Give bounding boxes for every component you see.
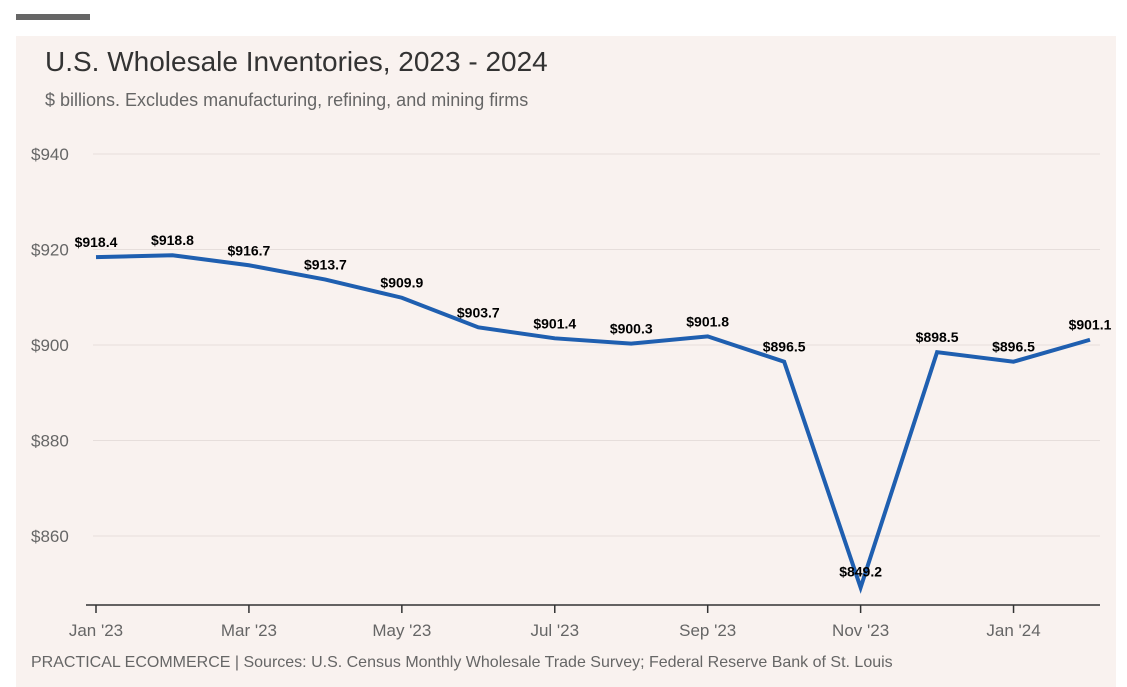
source-note: PRACTICAL ECOMMERCE | Sources: U.S. Cens… — [31, 654, 893, 671]
x-tick-label: Jan '24 — [986, 621, 1040, 640]
x-tick-label: Mar '23 — [221, 621, 277, 640]
y-axis-ticks: $860 $880 $900 $920 $940 — [31, 145, 69, 546]
x-tick-label: Jul '23 — [530, 621, 579, 640]
y-tick-label: $880 — [31, 432, 69, 451]
data-label: $909.9 — [380, 275, 423, 291]
y-tick-label: $860 — [31, 527, 69, 546]
data-label: $916.7 — [228, 242, 271, 258]
chart-title: U.S. Wholesale Inventories, 2023 - 2024 — [45, 46, 548, 77]
y-tick-label: $900 — [31, 336, 69, 355]
y-tick-label: $940 — [31, 145, 69, 164]
x-tick-label: Nov '23 — [832, 621, 889, 640]
top-accent-bar — [16, 14, 90, 20]
data-label: $903.7 — [457, 304, 500, 320]
x-tick-label: May '23 — [372, 621, 431, 640]
grid-lines — [93, 153, 1100, 537]
data-label: $918.8 — [151, 232, 194, 248]
data-labels: $918.4 $918.8 $916.7 $913.7 $909.9 $903.7 $901… — [75, 232, 1112, 579]
x-tick-label: Jan '23 — [69, 621, 123, 640]
data-label: $898.5 — [916, 329, 959, 345]
data-label: $900.3 — [610, 321, 653, 337]
data-label: $901.4 — [533, 315, 576, 331]
data-label: $901.1 — [1069, 317, 1112, 333]
series-line-path — [95, 253, 1091, 594]
chart-subtitle: $ billions. Excludes manufacturing, refi… — [45, 90, 529, 110]
series-line — [95, 253, 1091, 594]
data-label: $918.4 — [75, 234, 118, 250]
data-label: $901.8 — [686, 313, 729, 329]
data-label: $896.5 — [763, 339, 806, 355]
x-axis-ticks: Jan '23 Mar '23 May '23 Jul '23 Sep '23 Nov '… — [69, 605, 1041, 640]
x-tick-label: Sep '23 — [679, 621, 736, 640]
data-label: $913.7 — [304, 257, 347, 273]
data-label: $849.2 — [839, 564, 882, 580]
y-tick-label: $920 — [31, 241, 69, 260]
data-label: $896.5 — [992, 339, 1035, 355]
